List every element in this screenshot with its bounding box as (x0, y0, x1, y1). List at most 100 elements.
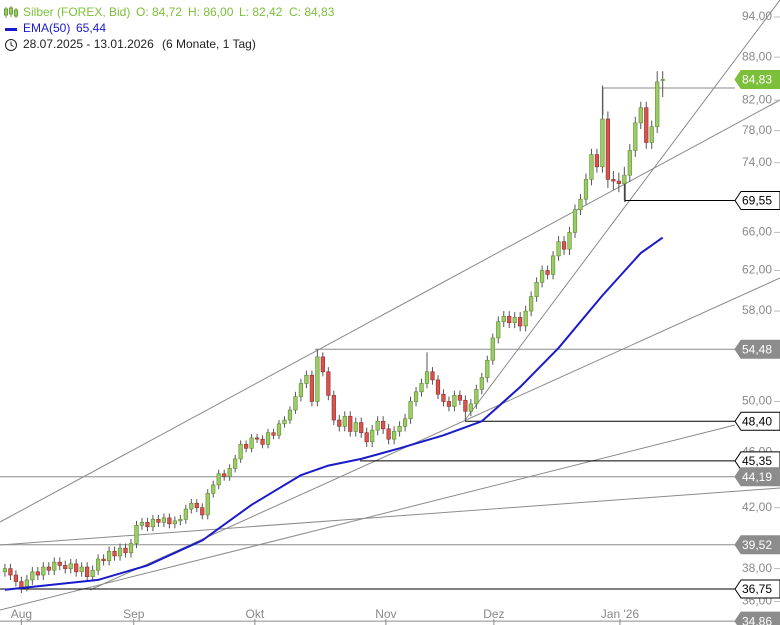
candle-body (106, 550, 112, 561)
candle-body (63, 565, 68, 569)
level-box (734, 70, 780, 90)
trend-line (89, 277, 780, 591)
level-box (734, 535, 780, 555)
level-label: 44,19 (742, 470, 772, 484)
candle-body (271, 432, 276, 436)
candle-body (424, 371, 430, 384)
candle-body (485, 359, 490, 378)
level-label: 84,83 (742, 73, 772, 87)
candle-body (134, 525, 139, 544)
candle-body (397, 426, 402, 432)
candle-body (627, 150, 632, 176)
candle-body (238, 444, 243, 460)
candle-body (348, 415, 353, 432)
candle-body (90, 569, 95, 577)
ema-name: EMA(50) (23, 21, 70, 35)
candle-body (123, 547, 128, 554)
candle-body (594, 154, 600, 168)
close-label: C: 84,83 (289, 5, 335, 19)
candle-body (337, 419, 342, 427)
level-layer (0, 199, 735, 622)
y-tick-label: 62,00 (742, 263, 772, 277)
candle-body (178, 519, 183, 522)
candle-body (578, 198, 583, 211)
candle-body (320, 356, 325, 373)
candle-body (561, 241, 567, 250)
candle-body (583, 179, 589, 200)
candle-body (375, 420, 380, 431)
y-tick-label: 38,00 (742, 561, 772, 575)
candle-body (392, 431, 397, 440)
candle-body (35, 571, 40, 576)
level-label: 54,48 (742, 342, 772, 356)
candle-body (381, 420, 386, 430)
candle-body (112, 550, 117, 557)
trend-line (464, 0, 780, 421)
candle-body (534, 282, 539, 297)
candle-body (254, 437, 260, 440)
candle-body (441, 393, 446, 402)
candle-body (265, 432, 271, 445)
open-label: O: 84,72 (136, 5, 182, 19)
candle-body (298, 383, 304, 397)
candle-body (550, 255, 556, 275)
candle-body (331, 395, 336, 421)
candle-body (419, 383, 424, 393)
candle-body (57, 561, 62, 566)
instrument-title: Silber (FOREX, Bid) (23, 5, 130, 19)
candle-body (501, 316, 506, 322)
candle-body (512, 317, 517, 324)
candle-body (222, 473, 227, 477)
x-tick-label: Okt (246, 607, 265, 621)
y-tick-label: 74,00 (742, 155, 772, 169)
level-label: 45,35 (742, 454, 772, 468)
candle-body (74, 563, 79, 573)
y-tick-label: 58,00 (742, 303, 772, 317)
candle-body (183, 508, 188, 520)
candle-body (194, 503, 199, 508)
low-label: L: 82,42 (239, 5, 283, 19)
candle-body (139, 522, 145, 526)
candle-body (523, 310, 528, 327)
level-box (734, 467, 780, 487)
candle-body (216, 473, 221, 486)
level-box (734, 579, 780, 599)
y-tick-label: 78,00 (742, 123, 772, 137)
candle-body (644, 107, 649, 143)
level-box (734, 611, 780, 625)
candle-body (556, 241, 561, 257)
ema-value: 65,44 (76, 21, 106, 35)
candle-body (326, 371, 331, 396)
candle-body (101, 558, 106, 561)
x-tick-label: Dez (483, 607, 504, 621)
candle-body (46, 566, 51, 571)
candle-body (605, 118, 610, 180)
candle-body (244, 444, 249, 449)
candle-body (260, 438, 265, 445)
candle-body (8, 568, 13, 576)
candle-body (52, 561, 57, 571)
candle-body (227, 468, 232, 477)
candle-body (85, 566, 90, 577)
candle-body (435, 379, 441, 395)
candle-body (364, 432, 369, 443)
candle-body (68, 563, 73, 569)
level-label: 39,52 (742, 538, 772, 552)
candle-body (117, 547, 123, 557)
candle-body (96, 558, 101, 571)
candle-body (529, 296, 534, 312)
candle-body (463, 399, 468, 412)
clock-icon (5, 39, 17, 51)
ema-swatch (5, 28, 17, 31)
level-label: 48,40 (742, 414, 772, 428)
candle-body (386, 428, 391, 440)
candle-body (446, 401, 452, 407)
overlay-layer: 84,83 69,55 54,48 48,40 45,35 44,19 39,52 36,75… (4, 70, 780, 625)
level-box (734, 411, 780, 431)
level-label: 69,55 (742, 194, 772, 208)
candle-body (282, 419, 287, 425)
level-box (734, 190, 780, 210)
level-label: 36,75 (742, 582, 772, 596)
